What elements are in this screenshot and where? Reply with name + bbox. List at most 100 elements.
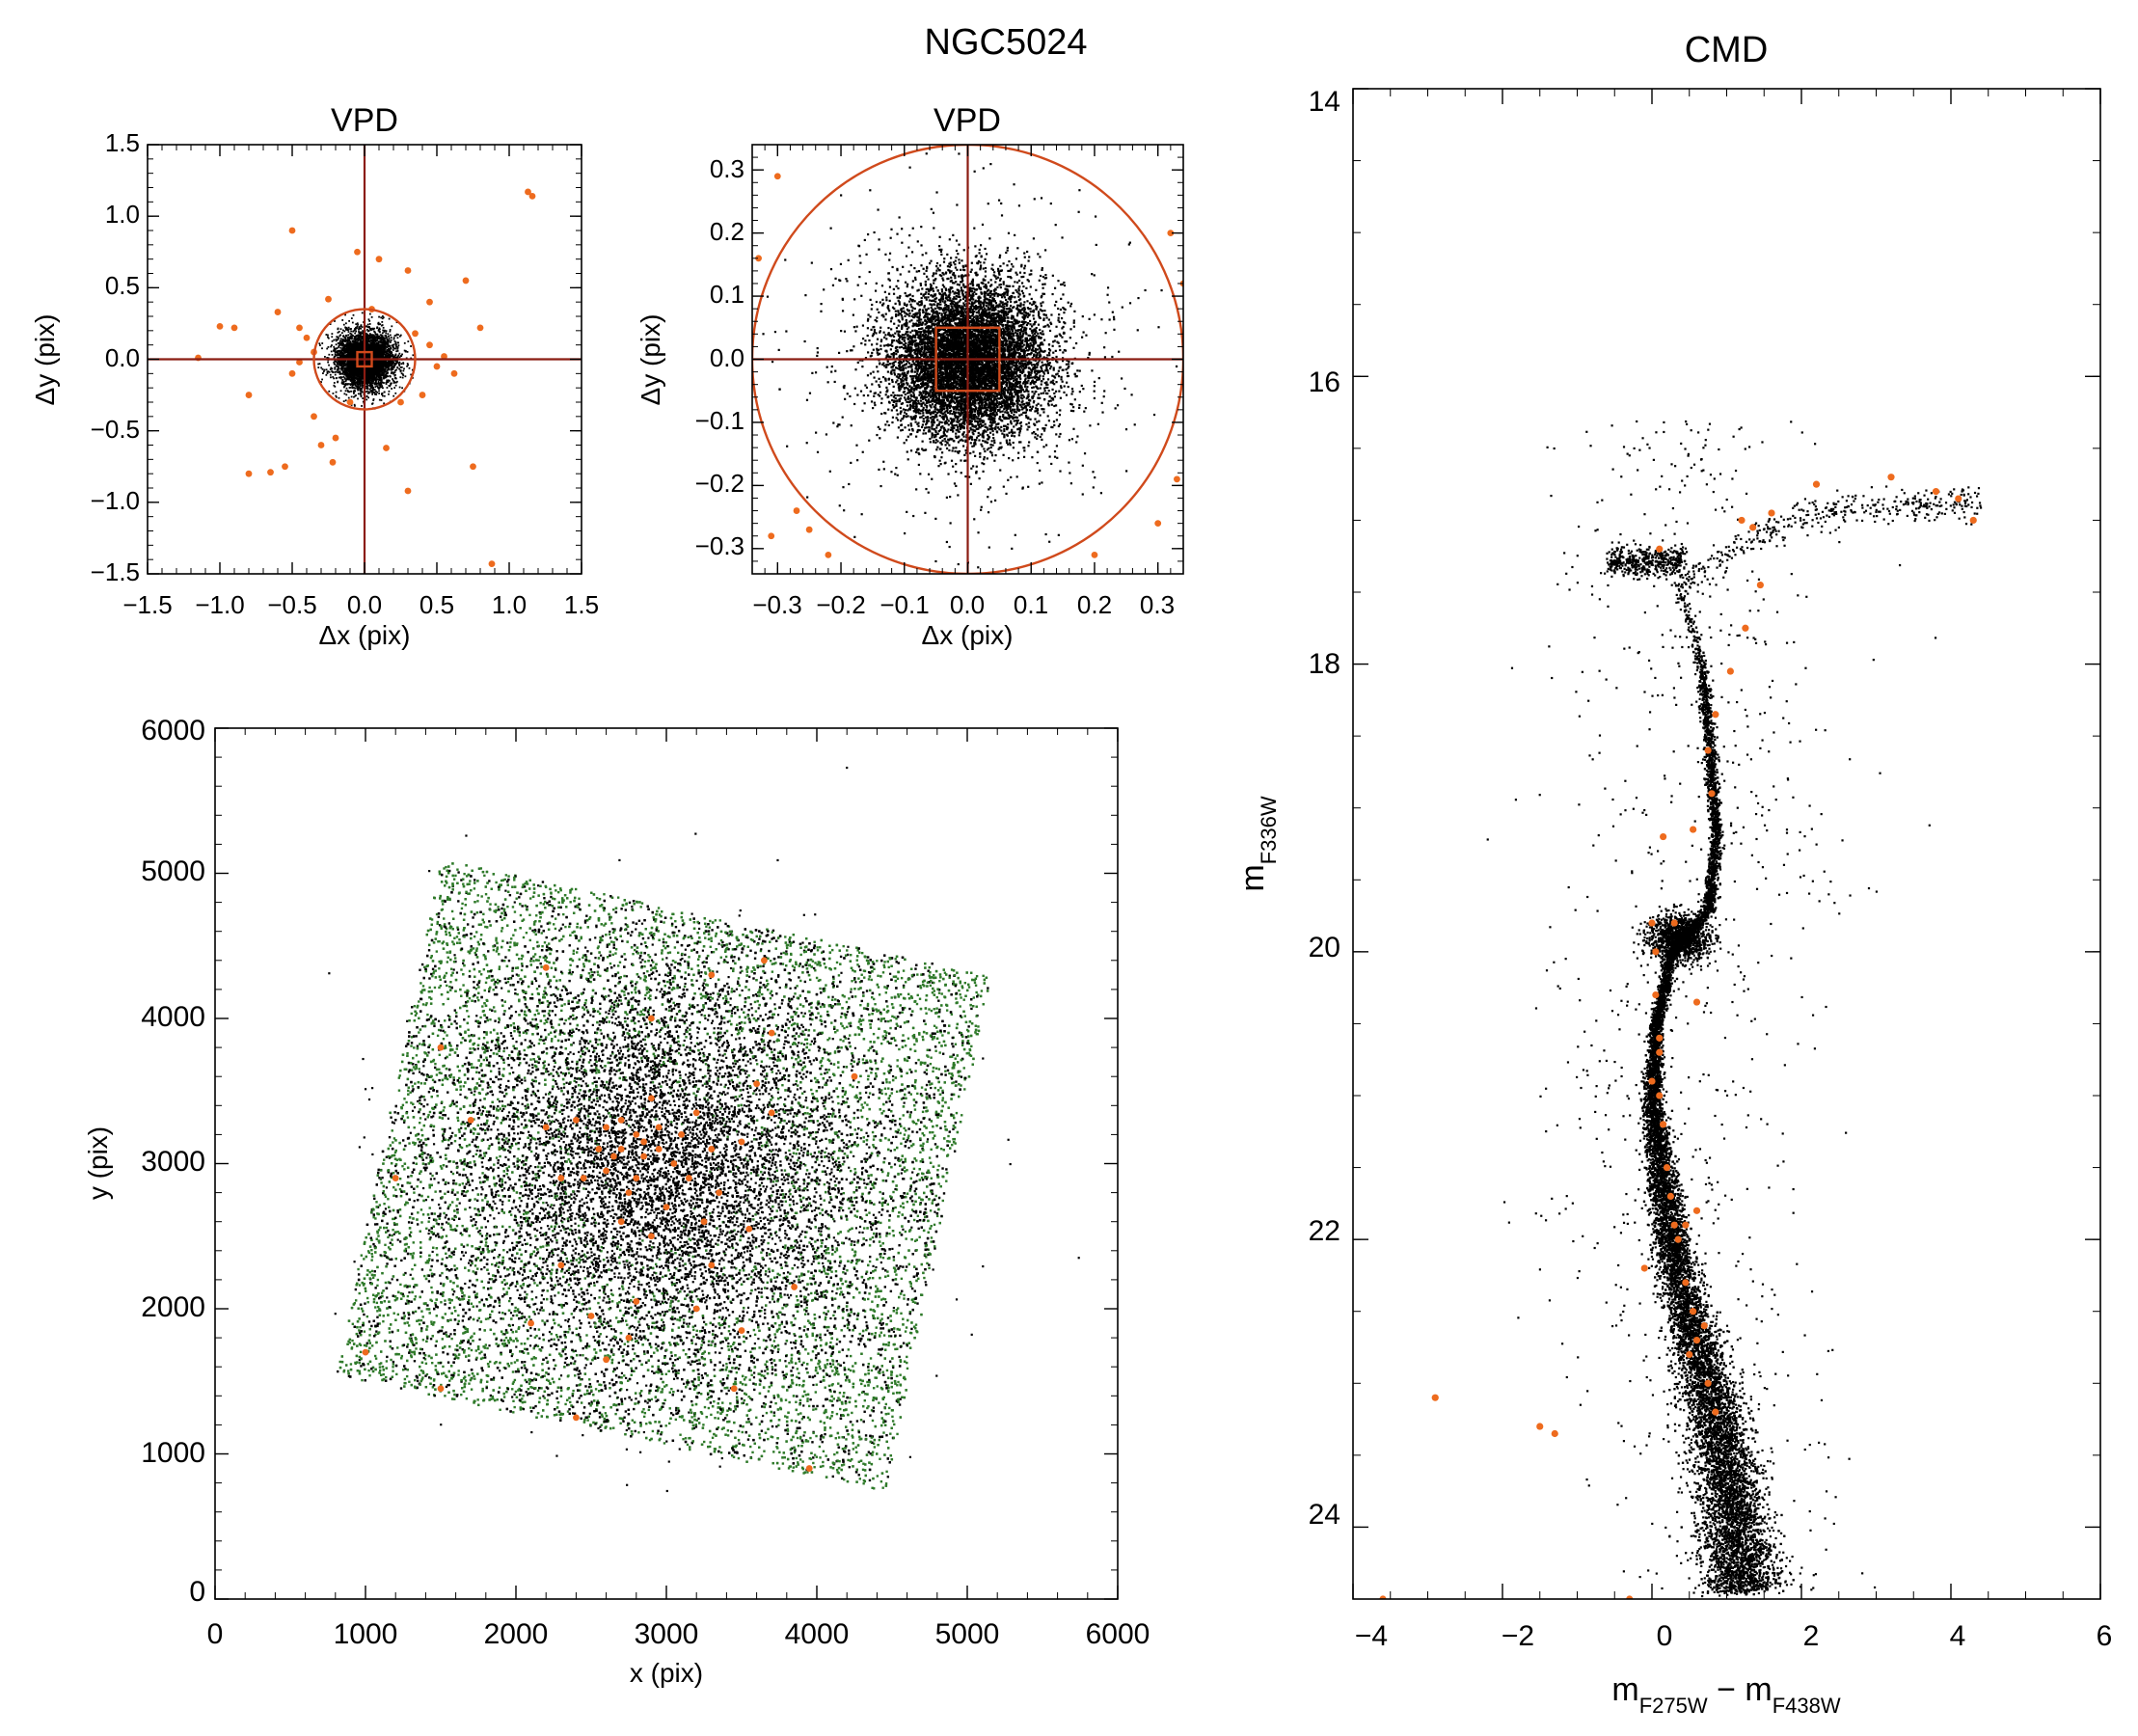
vpd-point: [333, 346, 335, 348]
vpd-point: [343, 383, 345, 385]
vpd-point: [334, 357, 336, 359]
vpd-point: [394, 348, 396, 350]
vpd-point: [321, 379, 323, 381]
vpd-point: [355, 331, 357, 333]
vpd-point: [342, 379, 344, 381]
vpd-point: [342, 330, 344, 332]
vpd-point: [321, 342, 323, 344]
vpd-point: [345, 390, 347, 392]
vpd-point: [352, 322, 354, 324]
vpd-point: [359, 328, 361, 330]
vpd-point: [367, 324, 369, 326]
vpd-point: [338, 343, 340, 345]
vpd-point: [330, 374, 332, 376]
vpd-point: [345, 393, 347, 395]
vpd-point: [406, 366, 408, 367]
vpd-point: [384, 335, 386, 337]
vpd-point: [383, 374, 385, 376]
vpd-point: [340, 338, 342, 339]
vpd-point: [354, 391, 356, 393]
vpd-point: [398, 365, 400, 366]
vpd-point: [409, 367, 411, 369]
vpd-point: [358, 393, 360, 394]
vpd-point: [387, 369, 389, 371]
vpd-point: [330, 368, 332, 370]
vpd-point: [362, 382, 364, 384]
vpd-point: [378, 336, 380, 338]
vpd-point: [343, 381, 345, 383]
vpd-point: [332, 393, 334, 394]
vpd-point: [393, 337, 395, 339]
vpd-point: [331, 344, 333, 346]
vpd-point: [404, 342, 406, 344]
vpd-point: [382, 347, 384, 349]
vpd-point: [373, 331, 375, 333]
vpd-point: [334, 363, 336, 365]
vpd-point: [392, 395, 394, 397]
vpd-point: [380, 316, 382, 318]
vpd-point: [388, 393, 390, 395]
vpd-point: [350, 331, 352, 333]
vpd-point: [379, 399, 381, 401]
vpd-point: [368, 341, 370, 343]
vpd-point: [382, 332, 384, 334]
vpd-point: [342, 370, 344, 372]
vpd-point: [355, 323, 357, 325]
vpd-point: [388, 336, 390, 338]
vpd-point: [386, 337, 388, 339]
vpd-point: [353, 393, 355, 394]
vpd-point: [397, 341, 399, 343]
vpd-point: [369, 323, 371, 325]
vpd-point: [338, 345, 340, 347]
vpd-point: [390, 329, 392, 331]
vpd-point: [394, 393, 396, 394]
vpd-point: [348, 391, 350, 393]
vpd-point: [362, 392, 364, 393]
vpd-point: [382, 339, 384, 341]
vpd-point: [361, 405, 363, 407]
vpd-point: [396, 357, 398, 359]
vpd-point: [362, 326, 364, 328]
vpd-point: [334, 366, 336, 368]
vpd-point: [379, 328, 381, 330]
vpd-point: [342, 357, 344, 359]
vpd-point: [390, 341, 392, 343]
vpd-point: [343, 324, 345, 326]
vpd-point: [378, 390, 380, 392]
vpd-point: [354, 333, 356, 335]
vpd-point: [395, 353, 397, 355]
vpd-point: [338, 377, 340, 379]
vpd-point: [330, 376, 332, 378]
vpd-point: [389, 375, 391, 377]
vpd-point: [345, 335, 347, 337]
vpd-point: [324, 356, 326, 358]
vpd-point: [341, 319, 343, 321]
vpd-point: [382, 395, 384, 397]
vpd-point: [392, 349, 394, 351]
vpd-point: [328, 346, 330, 348]
vpd-point: [348, 331, 350, 333]
vpd-point: [393, 382, 395, 384]
vpd-point: [387, 387, 389, 389]
vpd-point: [372, 399, 374, 401]
vpd-point: [397, 346, 399, 348]
vpd-point: [382, 387, 384, 389]
vpd-point: [345, 329, 347, 331]
vpd-point: [327, 362, 329, 364]
vpd-point: [336, 343, 338, 345]
vpd-point: [392, 378, 393, 380]
vpd-point: [360, 394, 362, 396]
vpd1-panel: VPD −1.5 −1.0 −0.5 0.0 0.5 1.0 1.5 −1.5 …: [30, 102, 599, 650]
vpd-point: [352, 335, 354, 337]
vpd-point: [360, 385, 362, 387]
vpd-point: [379, 338, 381, 339]
vpd-point: [347, 334, 349, 336]
vpd-point: [344, 365, 346, 366]
vpd-point: [391, 325, 392, 327]
vpd-point: [319, 344, 321, 346]
vpd-point: [332, 354, 334, 356]
vpd-point: [345, 383, 347, 385]
vpd-point: [341, 376, 343, 378]
vpd-point: [391, 337, 392, 339]
vpd-point: [383, 327, 385, 329]
